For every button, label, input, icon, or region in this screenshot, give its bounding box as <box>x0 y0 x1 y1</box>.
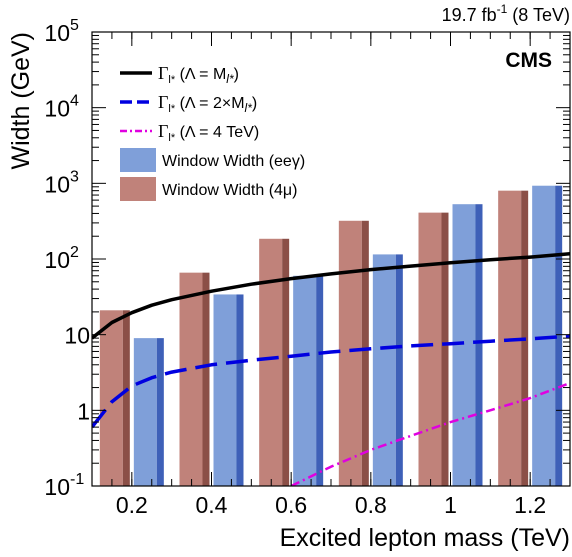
bar-side <box>361 220 369 486</box>
y-tick-base: 10 <box>44 474 70 500</box>
legend-text-end: ) <box>234 66 239 83</box>
lumi-sup: -1 <box>497 2 508 16</box>
bar <box>372 254 403 486</box>
legend-label: Γl* (Λ = 4 TeV) <box>158 121 259 144</box>
y-tick-base: 10 <box>44 247 70 273</box>
x-tick-label: 1 <box>444 492 457 518</box>
legend-text-main: (Λ = M <box>175 66 226 83</box>
x-tick-label: 0.6 <box>275 492 307 518</box>
legend-label: Γl* (Λ = 2×Ml*) <box>158 92 257 115</box>
legend-item: Window Width (4μ) <box>120 177 297 201</box>
bar <box>418 212 449 486</box>
bar <box>133 338 164 486</box>
x-axis-title: Excited lepton mass (TeV) <box>280 524 570 552</box>
bar-side <box>236 294 244 486</box>
bar-face <box>338 220 362 486</box>
bar-side <box>555 185 563 486</box>
series-line-2 <box>290 381 570 486</box>
y-tick-exponent: 4 <box>70 93 79 110</box>
legend-text-sub: l* <box>226 72 234 86</box>
legend-item: Window Width (eeγ) <box>120 148 305 172</box>
legend-text-end: ) <box>252 95 257 112</box>
bar <box>452 204 483 486</box>
legend-text-main: (Λ = 4 TeV) <box>175 124 259 141</box>
bar <box>338 220 369 486</box>
lumi-value: 19.7 fb <box>442 5 497 25</box>
x-tick-label: 1.2 <box>514 492 546 518</box>
x-tick-label: 0.2 <box>116 492 148 518</box>
bar-face <box>418 212 442 486</box>
legend-label: Window Width (eeγ) <box>162 153 305 170</box>
bar <box>259 238 290 486</box>
bar-side <box>122 310 130 486</box>
bar-face <box>259 238 283 486</box>
legend-item: Γl* (Λ = 2×Ml*) <box>120 92 257 115</box>
bar-face <box>213 294 237 486</box>
bar-face <box>532 185 556 486</box>
bar-side <box>441 212 449 486</box>
legend-text-sub: l* <box>245 101 253 115</box>
lumi-suffix: (8 TeV) <box>507 5 570 25</box>
y-tick-exponent: 3 <box>70 168 79 185</box>
legend-gamma-sub: l* <box>168 103 175 115</box>
y-axis-title: Width (GeV) <box>7 32 35 170</box>
y-tick-base: 10 <box>44 96 70 122</box>
bar-side <box>202 272 210 486</box>
bar <box>293 275 324 486</box>
bar-side <box>475 204 483 486</box>
y-tick-base: 10 <box>44 20 70 46</box>
bar-face <box>179 272 203 486</box>
legend-gamma: Γ <box>158 121 168 141</box>
legend-gamma: Γ <box>158 92 168 112</box>
legend-item: Γl* (Λ = Ml*) <box>120 63 239 86</box>
legend-item: Γl* (Λ = 4 TeV) <box>120 121 259 144</box>
y-tick-base: 10 <box>64 323 90 349</box>
legend-gamma-sub: l* <box>168 132 175 144</box>
legend-label: Window Width (4μ) <box>162 182 297 199</box>
bar-side <box>156 338 164 486</box>
bar-side <box>282 238 290 486</box>
y-tick-label: 102 <box>44 244 79 273</box>
y-tick-label: 105 <box>44 17 79 46</box>
legend-label: Γl* (Λ = Ml*) <box>158 63 239 86</box>
bars-layer <box>99 185 563 486</box>
y-tick-label: 104 <box>44 93 79 122</box>
lumi-label: 19.7 fb-1 (8 TeV) <box>442 2 570 25</box>
cms-label: CMS <box>505 49 552 72</box>
bar <box>213 294 244 486</box>
series-line-0 <box>92 252 570 340</box>
bar <box>179 272 210 486</box>
lines-layer <box>92 252 570 486</box>
bar <box>99 310 130 486</box>
y-tick-label: 10 <box>64 323 90 349</box>
bar-face <box>133 338 157 486</box>
legend-swatch-box <box>120 177 156 201</box>
legend-text-main: (Λ = 2×M <box>175 95 244 112</box>
legend-gamma-sub: l* <box>168 74 175 86</box>
y-tick-exponent: 2 <box>70 244 79 261</box>
bar-face <box>99 310 123 486</box>
series-line-1 <box>92 334 570 429</box>
x-tick-label: 0.4 <box>196 492 228 518</box>
x-tick-label: 0.8 <box>355 492 387 518</box>
y-tick-label: 103 <box>44 168 79 197</box>
legend-gamma: Γ <box>158 63 168 83</box>
bar-side <box>395 254 403 486</box>
y-tick-exponent: -1 <box>70 471 84 488</box>
bar-face <box>372 254 396 486</box>
legend: Γl* (Λ = Ml*)Γl* (Λ = 2×Ml*)Γl* (Λ = 4 T… <box>120 63 305 201</box>
bar <box>532 185 563 486</box>
legend-swatch-box <box>120 148 156 172</box>
y-tick-base: 1 <box>77 398 90 424</box>
y-tick-label: 10-1 <box>44 471 84 500</box>
bar-face <box>293 275 317 486</box>
y-tick-label: 1 <box>77 398 90 424</box>
y-tick-base: 10 <box>44 171 70 197</box>
y-tick-exponent: 5 <box>70 17 79 34</box>
bar-side <box>316 275 324 486</box>
